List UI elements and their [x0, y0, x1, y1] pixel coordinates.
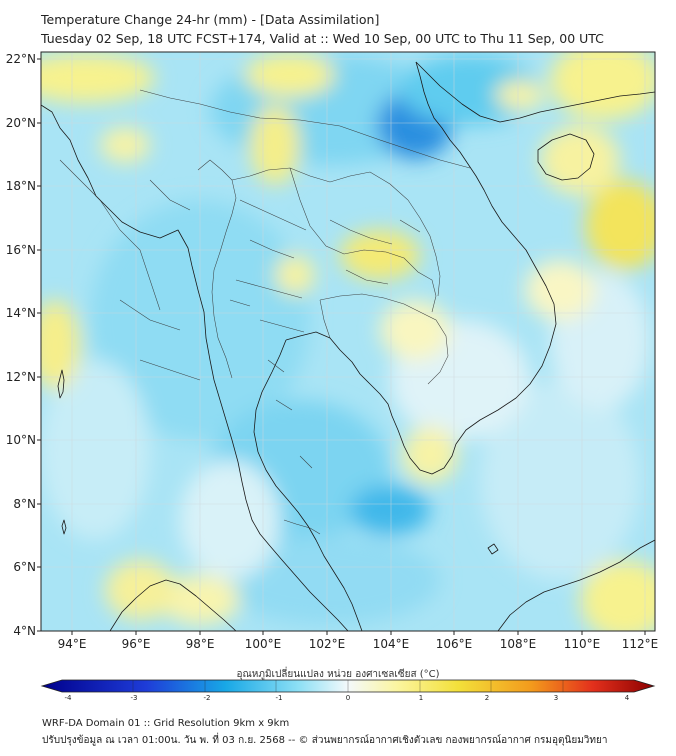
- lon-label: 108°E: [500, 637, 537, 651]
- lon-labels: 94°E 96°E 98°E 100°E 102°E 104°E 106°E 1…: [58, 637, 659, 651]
- lon-label: 94°E: [58, 637, 87, 651]
- colorbar: -4 -3 -2 -1 0 1 2 3 4: [40, 679, 656, 700]
- lon-label: 98°E: [186, 637, 215, 651]
- lon-label: 104°E: [373, 637, 410, 651]
- lon-label: 96°E: [122, 637, 151, 651]
- map-figure: 94°E 96°E 98°E 100°E 102°E 104°E 106°E 1…: [6, 51, 659, 700]
- lat-label: 8°N: [13, 497, 36, 511]
- plot-frame: [40, 51, 656, 632]
- axis-ticks: [37, 58, 646, 635]
- colorbar-divisions: [132, 680, 564, 692]
- map-subtitle: Tuesday 02 Sep, 18 UTC FCST+174, Valid a…: [41, 31, 604, 46]
- colorbar-tick: -3: [131, 694, 138, 700]
- borders: [59, 89, 471, 535]
- colorbar-tick: -1: [276, 694, 283, 700]
- lat-label: 14°N: [6, 306, 36, 320]
- colorbar-ticks: -4 -3 -2 -1 0 1 2 3 4: [65, 694, 630, 700]
- lat-label: 10°N: [6, 433, 36, 447]
- lat-label: 12°N: [6, 370, 36, 384]
- colorbar-tick: 4: [625, 694, 630, 700]
- lat-label: 16°N: [6, 243, 36, 257]
- graticule: [41, 52, 655, 631]
- lon-label: 110°E: [564, 637, 601, 651]
- lon-label: 102°E: [309, 637, 346, 651]
- lon-label: 112°E: [622, 637, 659, 651]
- colorbar-tick: 3: [554, 694, 558, 700]
- lon-label: 100°E: [245, 637, 282, 651]
- lon-label: 106°E: [436, 637, 473, 651]
- colorbar-label: อุณหภูมิเปลี่ยนแปลง หน่วย องศาเซลเซียส (…: [236, 669, 440, 680]
- lat-label: 18°N: [6, 179, 36, 193]
- lat-label: 22°N: [6, 52, 36, 66]
- temperature-field: [41, 52, 655, 631]
- colorbar-tick: 0: [346, 694, 350, 700]
- lat-label: 20°N: [6, 116, 36, 130]
- colorbar-tick: -4: [65, 694, 73, 700]
- lat-label: 4°N: [13, 624, 36, 638]
- footer-model-info: WRF-DA Domain 01 :: Grid Resolution 9km …: [42, 718, 290, 729]
- lat-label: 6°N: [13, 560, 36, 574]
- colorbar-tick: 1: [419, 694, 423, 700]
- colorbar-tick: -2: [204, 694, 211, 700]
- lat-labels: 22°N 20°N 18°N 16°N 14°N 12°N 10°N 8°N 6…: [6, 52, 36, 638]
- map-title: Temperature Change 24-hr (mm) - [Data As…: [41, 12, 380, 27]
- colorbar-tick: 2: [485, 694, 489, 700]
- footer-credit: ปรับปรุงข้อมูล ณ เวลา 01:00น. วัน พ. ที่…: [42, 735, 608, 746]
